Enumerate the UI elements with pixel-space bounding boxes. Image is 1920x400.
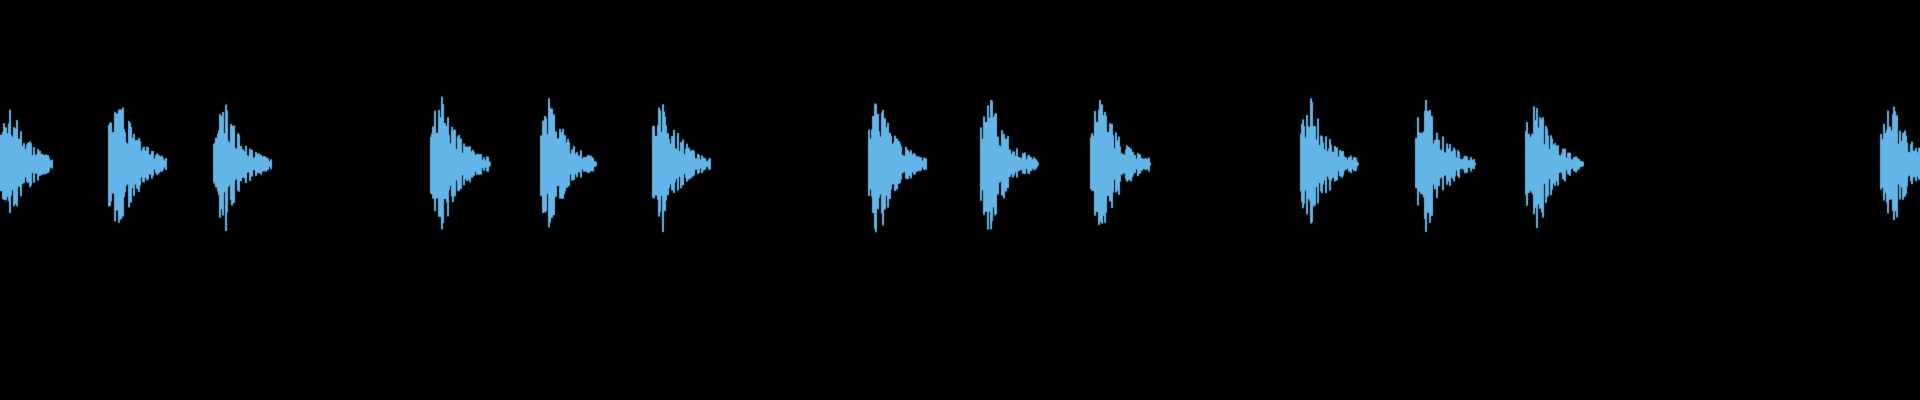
- waveform-canvas[interactable]: [0, 0, 1920, 400]
- audio-waveform-viewer[interactable]: [0, 0, 1920, 400]
